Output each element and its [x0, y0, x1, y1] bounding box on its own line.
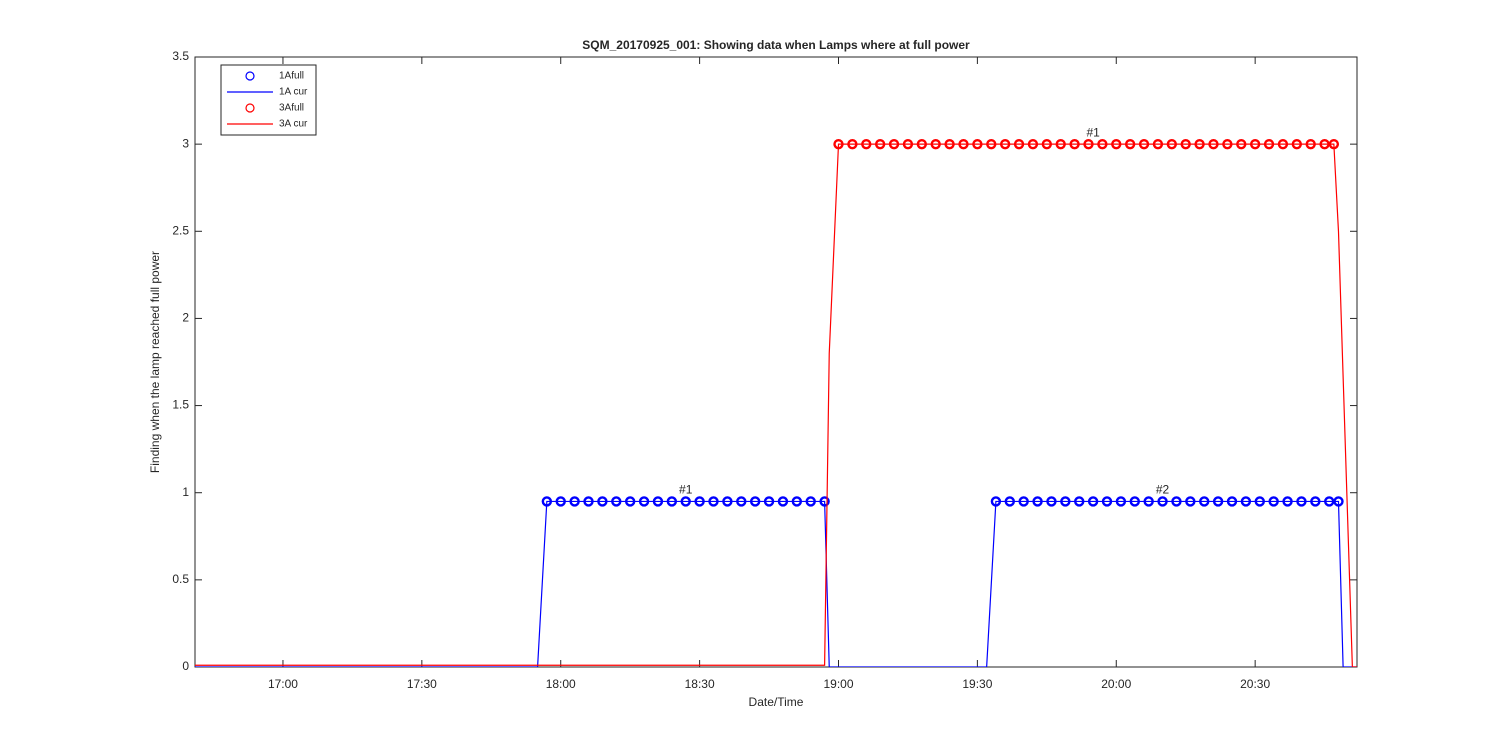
series-line	[195, 143, 1357, 667]
annotation: #1	[1086, 125, 1100, 139]
y-tick-label: 3.5	[172, 49, 189, 63]
legend-label: 3Afull	[279, 103, 304, 114]
plot-frame	[194, 56, 1358, 668]
y-tick-label: 3	[182, 136, 189, 150]
annotation: #2	[1156, 483, 1170, 497]
legend-marker	[245, 103, 255, 113]
y-tick-label: 2.5	[172, 223, 189, 237]
legend-marker	[245, 71, 255, 81]
x-tick-label: 20:00	[1101, 677, 1131, 691]
x-tick-label: 19:00	[823, 677, 853, 691]
legend-label: 3A cur	[279, 119, 308, 130]
chart-title: SQM_20170925_001: Showing data when Lamp…	[582, 38, 970, 52]
y-tick-label: 1.5	[172, 398, 189, 412]
legend-box	[220, 64, 317, 136]
series-line	[195, 500, 1357, 667]
y-tick-label: 0.5	[172, 572, 189, 586]
plot-layer	[195, 138, 1357, 667]
annotation: #1	[679, 483, 693, 497]
x-tick-label: 18:30	[685, 677, 715, 691]
legend-label: 1A cur	[279, 87, 308, 98]
x-tick-label: 18:00	[546, 677, 576, 691]
y-tick-label: 2	[182, 311, 189, 325]
x-tick-label: 17:30	[407, 677, 437, 691]
legend-label: 1Afull	[279, 71, 304, 82]
x-tick-label: 20:30	[1240, 677, 1270, 691]
x-tick-label: 17:00	[268, 677, 298, 691]
x-axis-label: Date/Time	[749, 695, 804, 709]
x-tick-label: 19:30	[962, 677, 992, 691]
y-tick-label: 0	[182, 659, 189, 673]
y-tick-label: 1	[182, 485, 189, 499]
y-axis-label: Finding when the lamp reached full power	[148, 251, 162, 473]
